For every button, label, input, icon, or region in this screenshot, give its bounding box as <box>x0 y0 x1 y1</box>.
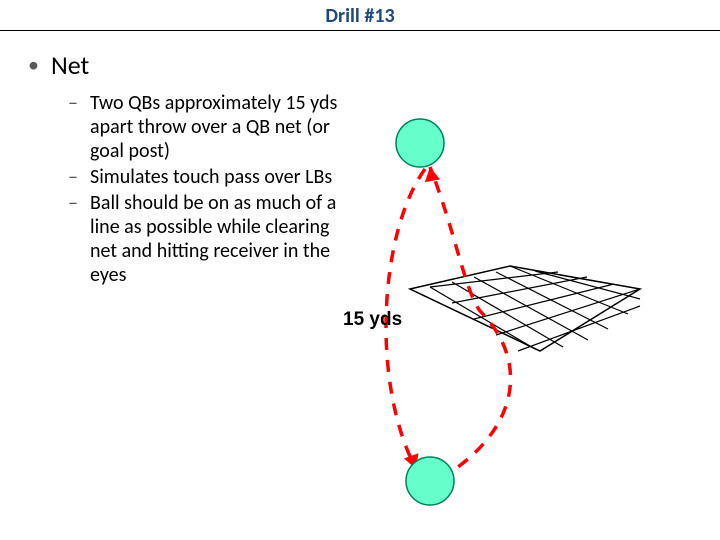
sub-bullet-text: Simulates touch pass over LBs <box>90 165 332 189</box>
slide-title: Drill #13 <box>325 4 394 28</box>
drill-diagram <box>340 31 720 531</box>
main-bullet: • Net <box>28 51 340 79</box>
sub-bullet-text: Two QBs approximately 15 yds apart throw… <box>90 91 340 163</box>
dash-icon: – <box>68 191 80 215</box>
list-item: – Simulates touch pass over LBs <box>68 165 340 189</box>
list-item: – Two QBs approximately 15 yds apart thr… <box>68 91 340 163</box>
list-item: – Ball should be on as much of a line as… <box>68 191 340 287</box>
content-area: • Net – Two QBs approximately 15 yds apa… <box>0 31 720 539</box>
distance-label: 15 yds <box>343 309 402 331</box>
diagram-column: 15 yds <box>340 31 720 539</box>
sub-bullet-list: – Two QBs approximately 15 yds apart thr… <box>68 91 340 287</box>
text-column: • Net – Two QBs approximately 15 yds apa… <box>0 31 340 539</box>
dash-icon: – <box>68 165 80 189</box>
sub-bullet-text: Ball should be on as much of a line as p… <box>90 191 340 287</box>
title-bar: Drill #13 <box>0 0 720 31</box>
dash-icon: – <box>68 91 80 115</box>
main-bullet-text: Net <box>51 51 89 79</box>
bullet-dot-icon: • <box>28 51 39 79</box>
